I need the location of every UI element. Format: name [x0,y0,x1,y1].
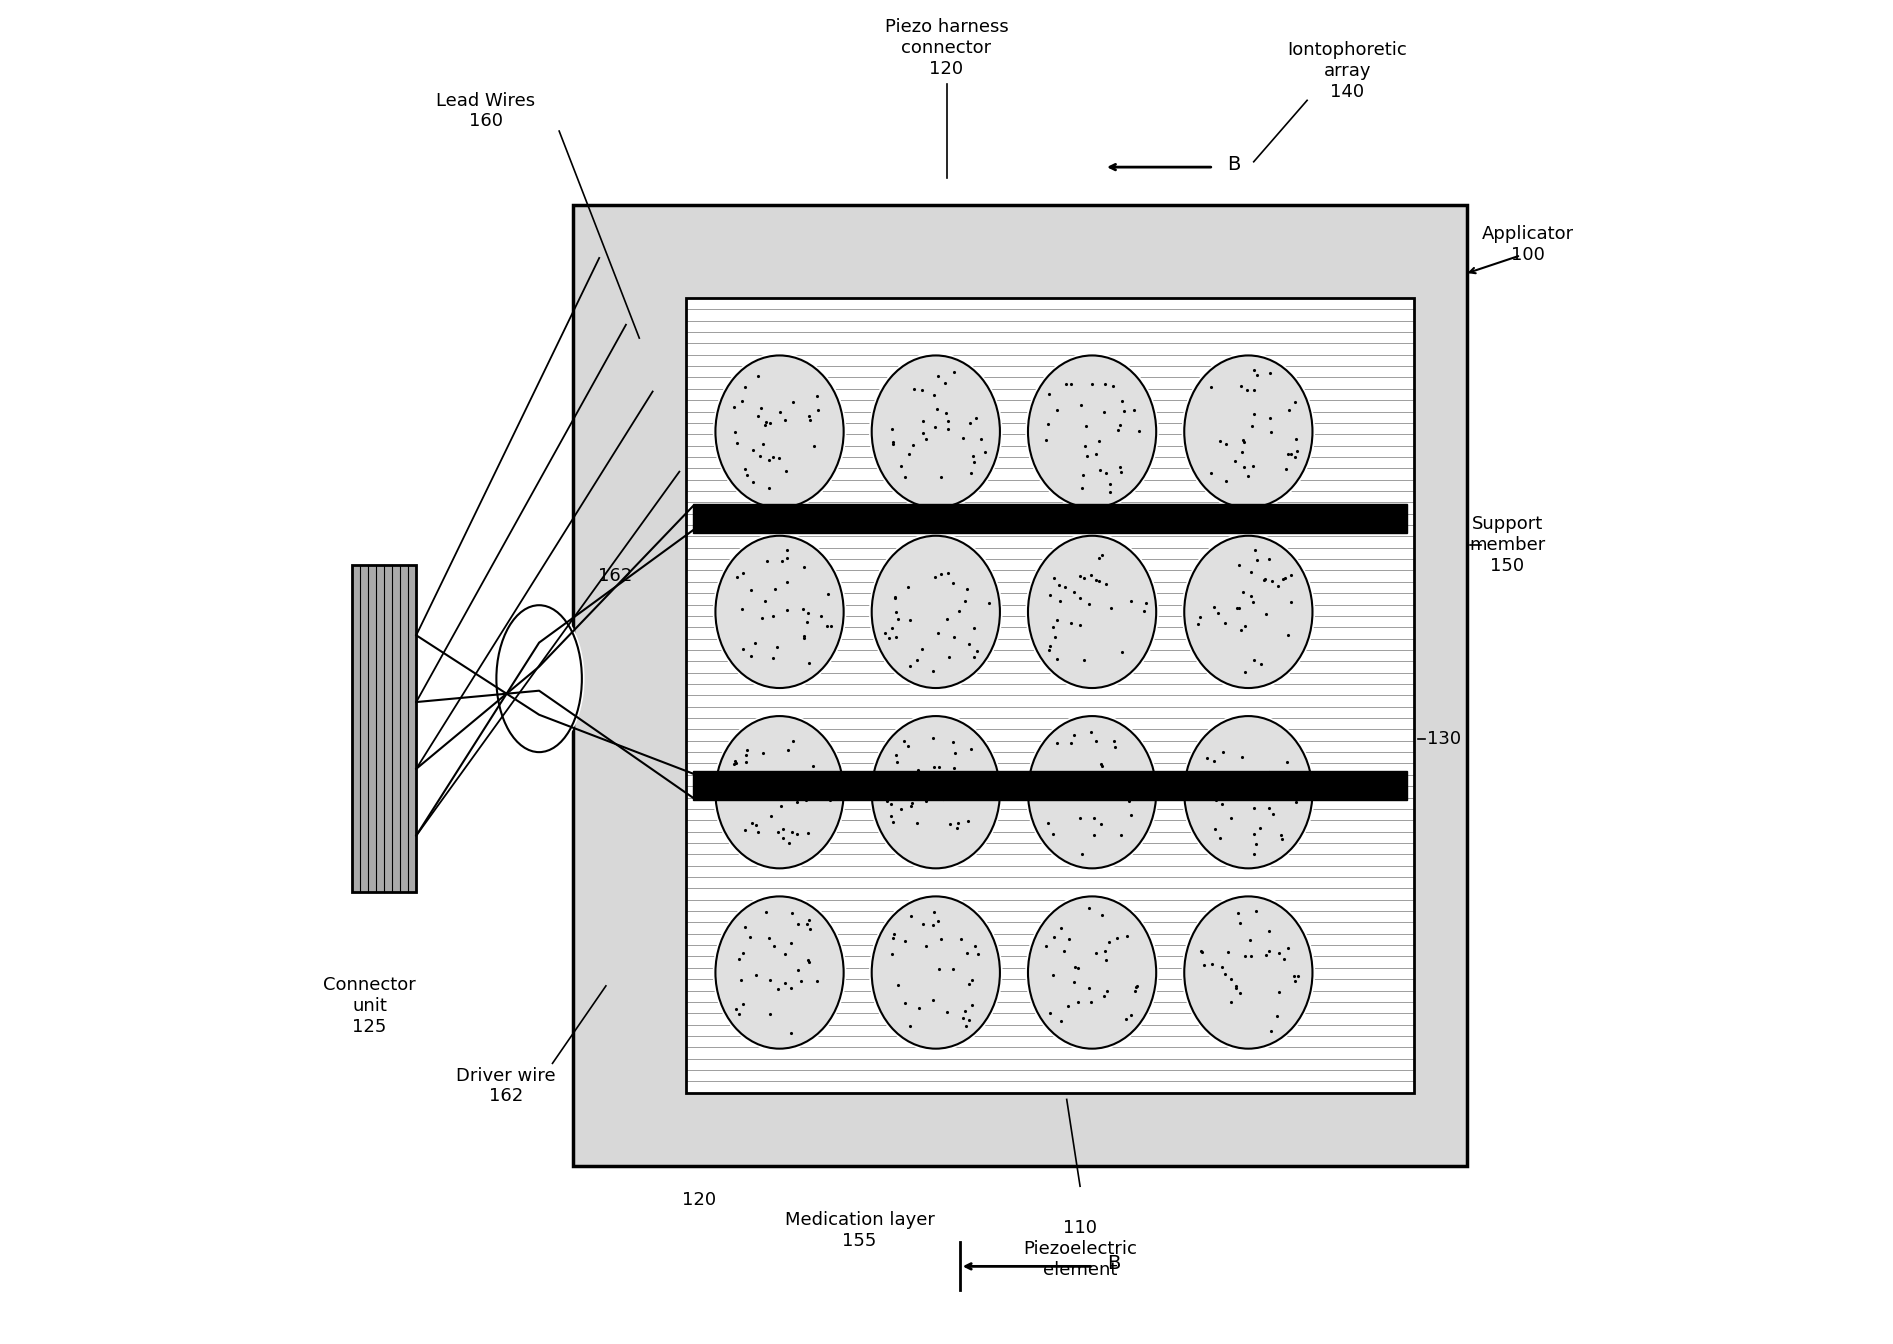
Ellipse shape [1181,534,1316,691]
Ellipse shape [714,352,846,511]
Text: Support
member
150: Support member 150 [1469,515,1545,575]
Ellipse shape [1185,355,1312,508]
Text: Connector
unit
125: Connector unit 125 [324,976,416,1036]
Text: 110
Piezoelectric
element: 110 Piezoelectric element [1022,1219,1138,1278]
Ellipse shape [869,352,1003,511]
Ellipse shape [1185,536,1312,688]
Bar [572,204,1467,1167]
Ellipse shape [871,355,1000,508]
Ellipse shape [1028,536,1157,688]
Ellipse shape [1181,714,1316,871]
Ellipse shape [869,534,1003,691]
Text: Lead Wires
160: Lead Wires 160 [435,91,536,130]
Text: Driver wire
162: Driver wire 162 [456,1067,555,1106]
Text: Applicator
100: Applicator 100 [1482,226,1573,263]
Ellipse shape [494,602,585,755]
Ellipse shape [1026,894,1159,1051]
Ellipse shape [716,536,844,688]
Ellipse shape [714,714,846,871]
Ellipse shape [1181,894,1316,1051]
Bar [685,298,1414,1093]
Text: Piezo harness
connector
120: Piezo harness connector 120 [884,19,1009,78]
Ellipse shape [714,894,846,1051]
Text: 130: 130 [1427,730,1461,747]
Ellipse shape [871,716,1000,868]
Ellipse shape [716,896,844,1048]
Ellipse shape [1181,352,1316,511]
Text: 120: 120 [681,1191,716,1208]
Ellipse shape [714,534,846,691]
Ellipse shape [1185,896,1312,1048]
Ellipse shape [871,896,1000,1048]
Text: 162: 162 [598,567,632,585]
Ellipse shape [1028,355,1157,508]
Bar [693,504,1406,534]
Ellipse shape [1028,716,1157,868]
Ellipse shape [716,355,844,508]
Ellipse shape [1026,714,1159,871]
Ellipse shape [1026,352,1159,511]
Text: Medication layer
155: Medication layer 155 [786,1211,935,1250]
Ellipse shape [1026,534,1159,691]
Text: Iontophoretic
array
140: Iontophoretic array 140 [1287,42,1406,101]
Text: B: B [1107,1254,1121,1273]
Bar [693,771,1406,800]
Ellipse shape [496,605,581,753]
Bar [685,298,1414,1093]
Ellipse shape [869,894,1003,1051]
Text: B: B [1227,155,1240,173]
Ellipse shape [716,716,844,868]
Ellipse shape [871,536,1000,688]
Ellipse shape [1185,716,1312,868]
Ellipse shape [1028,896,1157,1048]
Ellipse shape [869,714,1003,871]
Bar [352,564,416,892]
